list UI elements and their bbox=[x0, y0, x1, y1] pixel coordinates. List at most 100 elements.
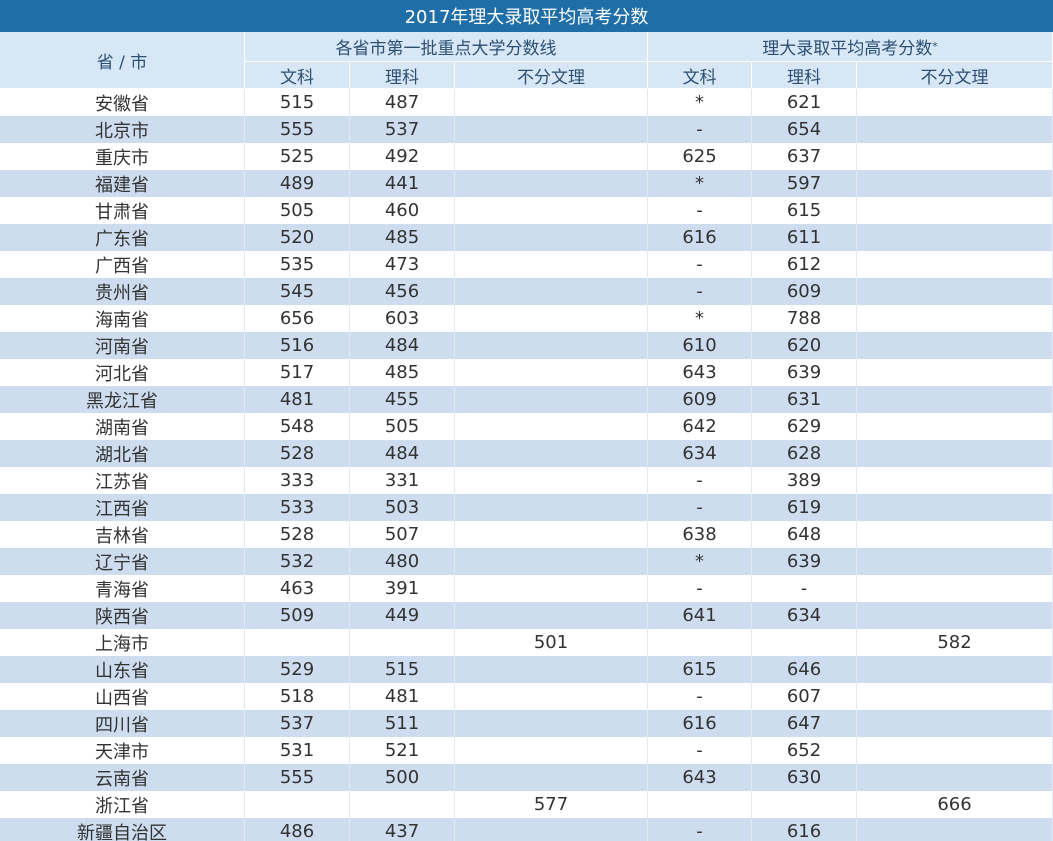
region-cell: 青海省 bbox=[0, 575, 245, 602]
score-cell bbox=[857, 143, 1053, 170]
score-cell: 437 bbox=[350, 818, 455, 841]
score-cell: 518 bbox=[245, 683, 350, 710]
score-cell bbox=[857, 683, 1053, 710]
score-cell: 619 bbox=[752, 494, 857, 521]
region-cell: 重庆市 bbox=[0, 143, 245, 170]
score-cell: 449 bbox=[350, 602, 455, 629]
region-cell: 广东省 bbox=[0, 224, 245, 251]
score-cell: - bbox=[648, 251, 752, 278]
region-cell: 吉林省 bbox=[0, 521, 245, 548]
region-cell: 北京市 bbox=[0, 116, 245, 143]
score-cell bbox=[455, 251, 648, 278]
score-cell bbox=[455, 359, 648, 386]
score-cell bbox=[857, 305, 1053, 332]
score-cell: 643 bbox=[648, 764, 752, 791]
score-cell: 609 bbox=[648, 386, 752, 413]
score-cell bbox=[455, 548, 648, 575]
score-cell: 480 bbox=[350, 548, 455, 575]
score-cell bbox=[857, 818, 1053, 841]
region-cell: 河南省 bbox=[0, 332, 245, 359]
score-cell: 582 bbox=[857, 629, 1053, 656]
region-cell: 贵州省 bbox=[0, 278, 245, 305]
score-cell bbox=[857, 575, 1053, 602]
score-cell: - bbox=[648, 683, 752, 710]
region-cell: 山西省 bbox=[0, 683, 245, 710]
table-row bbox=[0, 764, 1053, 791]
column-header: 理科 bbox=[752, 62, 857, 89]
score-cell: 615 bbox=[648, 656, 752, 683]
region-cell: 新疆自治区 bbox=[0, 818, 245, 841]
score-cell bbox=[752, 629, 857, 656]
table-row bbox=[0, 251, 1053, 278]
score-cell bbox=[455, 494, 648, 521]
score-cell: 489 bbox=[245, 170, 350, 197]
score-cell: 639 bbox=[752, 548, 857, 575]
score-cell: 634 bbox=[752, 602, 857, 629]
column-header: 文科 bbox=[245, 62, 350, 89]
score-cell: 628 bbox=[752, 440, 857, 467]
table-row bbox=[0, 521, 1053, 548]
table-row bbox=[0, 224, 1053, 251]
score-cell: 625 bbox=[648, 143, 752, 170]
score-cell: 537 bbox=[245, 710, 350, 737]
score-cell: 603 bbox=[350, 305, 455, 332]
score-cell: 639 bbox=[752, 359, 857, 386]
score-cell: 652 bbox=[752, 737, 857, 764]
score-cell bbox=[455, 386, 648, 413]
region-cell: 辽宁省 bbox=[0, 548, 245, 575]
score-cell: 643 bbox=[648, 359, 752, 386]
score-cell: 481 bbox=[245, 386, 350, 413]
score-cell bbox=[857, 89, 1053, 116]
table-row bbox=[0, 359, 1053, 386]
score-cell: 537 bbox=[350, 116, 455, 143]
region-cell: 山东省 bbox=[0, 656, 245, 683]
column-header: 不分文理 bbox=[857, 62, 1053, 89]
score-cell: 609 bbox=[752, 278, 857, 305]
table-row bbox=[0, 278, 1053, 305]
column-header: 不分文理 bbox=[455, 62, 648, 89]
score-cell: 456 bbox=[350, 278, 455, 305]
score-cell: 621 bbox=[752, 89, 857, 116]
score-cell bbox=[455, 764, 648, 791]
score-cell: 634 bbox=[648, 440, 752, 467]
table-row bbox=[0, 683, 1053, 710]
score-cell bbox=[455, 413, 648, 440]
score-cell bbox=[455, 305, 648, 332]
score-cell: 501 bbox=[455, 629, 648, 656]
score-cell bbox=[455, 737, 648, 764]
score-cell: 505 bbox=[245, 197, 350, 224]
score-cell: * bbox=[648, 89, 752, 116]
score-cell: 615 bbox=[752, 197, 857, 224]
score-cell bbox=[857, 251, 1053, 278]
score-cell: 637 bbox=[752, 143, 857, 170]
score-cell: 648 bbox=[752, 521, 857, 548]
score-cell: 487 bbox=[350, 89, 455, 116]
region-cell: 河北省 bbox=[0, 359, 245, 386]
region-cell: 甘肃省 bbox=[0, 197, 245, 224]
score-cell bbox=[455, 521, 648, 548]
table-row bbox=[0, 548, 1053, 575]
score-cell: 481 bbox=[350, 683, 455, 710]
score-cell bbox=[752, 791, 857, 818]
region-cell: 浙江省 bbox=[0, 791, 245, 818]
score-cell: 525 bbox=[245, 143, 350, 170]
score-cell: 517 bbox=[245, 359, 350, 386]
score-cell bbox=[455, 332, 648, 359]
region-cell: 上海市 bbox=[0, 629, 245, 656]
score-cell: 529 bbox=[245, 656, 350, 683]
score-cell: 555 bbox=[245, 764, 350, 791]
score-cell: 788 bbox=[752, 305, 857, 332]
score-cell: 597 bbox=[752, 170, 857, 197]
score-cell bbox=[857, 386, 1053, 413]
score-cell: 620 bbox=[752, 332, 857, 359]
table-row bbox=[0, 143, 1053, 170]
region-cell: 四川省 bbox=[0, 710, 245, 737]
score-cell: 631 bbox=[752, 386, 857, 413]
group-title: 理大录取平均高考分数 bbox=[762, 39, 933, 59]
score-cell: 333 bbox=[245, 467, 350, 494]
score-cell: 485 bbox=[350, 359, 455, 386]
score-cell bbox=[857, 224, 1053, 251]
score-cell: - bbox=[648, 278, 752, 305]
table-row bbox=[0, 629, 1053, 656]
